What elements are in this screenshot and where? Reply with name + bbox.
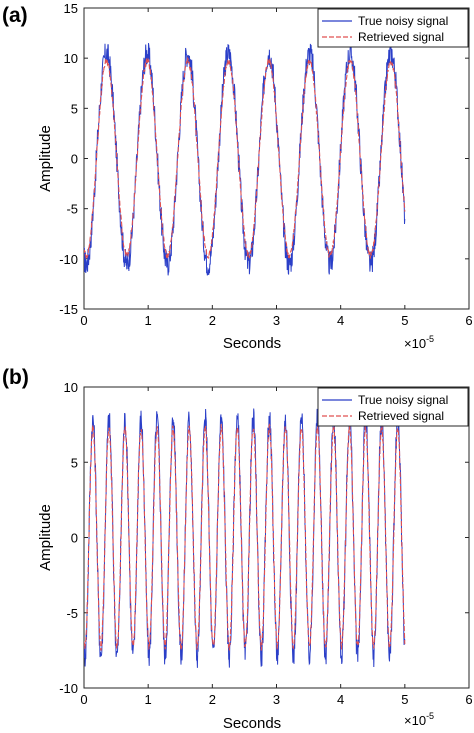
x-tick-label: 2 [209, 692, 216, 707]
legend: True noisy signal Retrieved signal [317, 387, 469, 427]
x-exponent-base: ×10 [404, 713, 426, 728]
x-tick-label: 5 [401, 313, 408, 328]
y-tick-label: 5 [71, 101, 78, 116]
x-tick-label: 6 [465, 692, 472, 707]
legend-box [317, 387, 469, 427]
panel-label: (a) [2, 4, 28, 27]
y-tick-label: 10 [64, 380, 78, 395]
x-exponent: ×10-5 [404, 334, 434, 351]
x-tick-label: 0 [80, 692, 87, 707]
y-axis-label: Amplitude [37, 125, 54, 192]
legend-entry: Retrieved signal [358, 30, 444, 44]
x-exponent-power: -5 [426, 711, 434, 721]
legend: True noisy signal Retrieved signal [317, 8, 469, 48]
x-tick-label: 5 [401, 692, 408, 707]
y-axis-label: Amplitude [37, 504, 54, 571]
y-tick-label: 5 [71, 455, 78, 470]
x-tick-label: 2 [209, 313, 216, 328]
x-tick-label: 3 [273, 692, 280, 707]
x-axis-label: Seconds [223, 335, 281, 352]
legend-entry: Retrieved signal [358, 409, 444, 423]
x-tick-label: 4 [337, 692, 344, 707]
x-axis-label: Seconds [223, 715, 281, 732]
x-tick-label: 1 [145, 692, 152, 707]
legend-box [317, 8, 469, 48]
y-tick-label: -15 [59, 302, 78, 317]
chart-panel-0: (a) 0 1 2 3 4 5 6 15 10 5 0 -5 -10 -15 Seconds Amplitude… [2, 1, 473, 352]
y-tick-label: 15 [64, 1, 78, 16]
x-exponent-base: ×10 [404, 336, 426, 351]
legend-entry: True noisy signal [358, 14, 448, 28]
y-tick-label: 0 [71, 531, 78, 546]
y-tick-label: 0 [71, 152, 78, 167]
y-tick-label: -5 [66, 202, 78, 217]
chart-panel-1: (b)0 1 2 3 4 5 61050-5-10SecondsAmplitude×10-5… [2, 366, 473, 732]
x-tick-label: 3 [273, 313, 280, 328]
y-tick-label: -5 [66, 606, 78, 621]
series-retrieved-signal-line [84, 56, 406, 259]
series-retrieved-signal-line [84, 423, 406, 651]
panel-label: (b) [2, 366, 29, 389]
x-tick-label: 1 [145, 313, 152, 328]
y-tick-label: -10 [59, 681, 78, 696]
x-tick-label: 6 [465, 313, 472, 328]
y-tick-label: -10 [59, 252, 78, 267]
x-tick-label: 0 [80, 313, 87, 328]
series-true-noisy-signal-line [84, 40, 406, 276]
x-exponent: ×10-5 [404, 711, 434, 728]
x-tick-label: 4 [337, 313, 344, 328]
axes-frame [83, 7, 470, 310]
y-tick-label: 10 [64, 51, 78, 66]
legend-entry: True noisy signal [358, 393, 448, 407]
x-exponent-power: -5 [426, 334, 434, 344]
